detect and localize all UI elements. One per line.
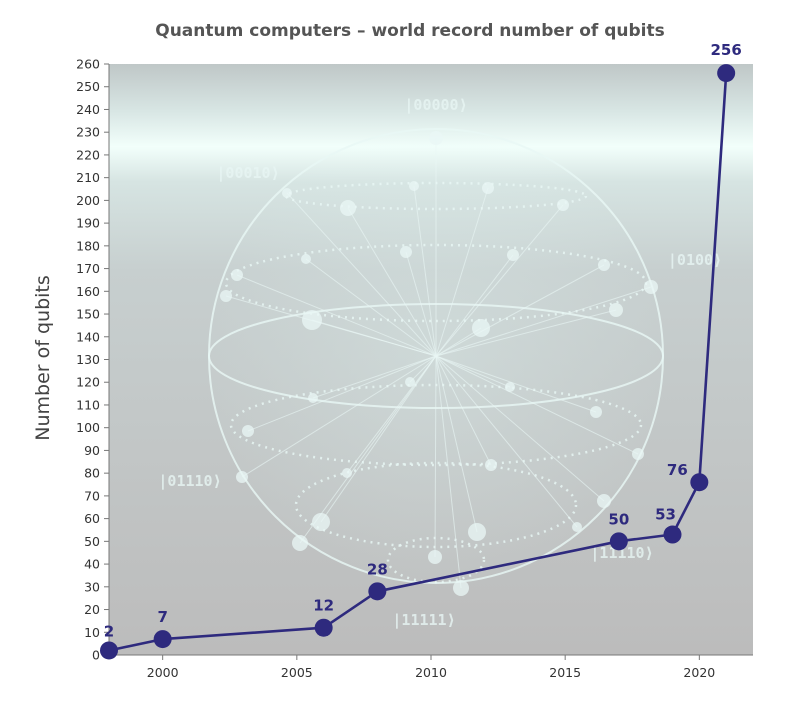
y-axis-label: Number of qubits: [32, 275, 54, 441]
data-label: 76: [667, 461, 688, 479]
y-tick-label: 60: [84, 511, 100, 526]
y-tick-label: 170: [76, 261, 100, 276]
y-tick-label: 70: [84, 488, 100, 503]
data-label: 2: [104, 622, 114, 640]
data-point: [314, 618, 333, 637]
data-point: [663, 525, 682, 544]
y-tick-label: 250: [76, 79, 100, 94]
data-label: 50: [608, 510, 629, 528]
y-tick-label: 230: [76, 125, 100, 140]
y-tick-label: 90: [84, 443, 100, 458]
y-tick-label: 110: [76, 397, 100, 412]
ket-label: |0100⟩: [668, 251, 722, 270]
data-point: [609, 532, 628, 551]
x-tick-label: 2015: [549, 665, 581, 680]
data-point: [717, 64, 736, 83]
data-point: [368, 582, 387, 601]
x-tick-label: 2000: [147, 665, 179, 680]
x-tick-label: 2010: [415, 665, 447, 680]
data-label: 256: [711, 41, 742, 59]
y-tick-label: 10: [84, 625, 100, 640]
y-tick-label: 0: [92, 648, 100, 663]
y-tick-label: 240: [76, 102, 100, 117]
ket-label: |00010⟩: [216, 164, 279, 183]
ket-label: |00000⟩: [404, 96, 467, 115]
x-tick-label: 2005: [281, 665, 313, 680]
y-tick-label: 180: [76, 238, 100, 253]
ket-label: |01110⟩: [158, 472, 221, 491]
data-point: [690, 473, 709, 492]
y-tick-label: 50: [84, 534, 100, 549]
y-tick-label: 40: [84, 557, 100, 572]
ket-labels: |00000⟩ |00010⟩ |0100⟩ |01110⟩ |11110⟩ |11111…: [158, 96, 722, 630]
y-tick-label: 100: [76, 420, 100, 435]
ket-label: |11111⟩: [392, 611, 455, 630]
y-tick-label: 30: [84, 579, 100, 594]
data-label: 28: [367, 560, 388, 578]
ket-label: |11110⟩: [590, 544, 653, 563]
y-tick-label: 260: [76, 57, 100, 72]
data-label: 12: [313, 597, 334, 615]
y-tick-label: 160: [76, 284, 100, 299]
series-line: [108, 73, 728, 652]
data-label: 53: [655, 506, 676, 524]
data-label: 7: [157, 608, 167, 626]
y-tick-label: 150: [76, 307, 100, 322]
qubit-state-sphere-icon: [208, 128, 664, 596]
chart-title: Quantum computers – world record number …: [155, 21, 664, 41]
x-tick-label: 2020: [683, 665, 715, 680]
y-tick-label: 130: [76, 352, 100, 367]
y-tick-label: 210: [76, 170, 100, 185]
y-tick-label: 200: [76, 193, 100, 208]
y-tick-label: 220: [76, 147, 100, 162]
y-tick-label: 120: [76, 375, 100, 390]
y-tick-label: 20: [84, 602, 100, 617]
data-point: [153, 630, 172, 649]
data-point: [100, 641, 118, 660]
y-tick-label: 190: [76, 216, 100, 231]
y-tick-label: 80: [84, 466, 100, 481]
y-tick-label: 140: [76, 329, 100, 344]
